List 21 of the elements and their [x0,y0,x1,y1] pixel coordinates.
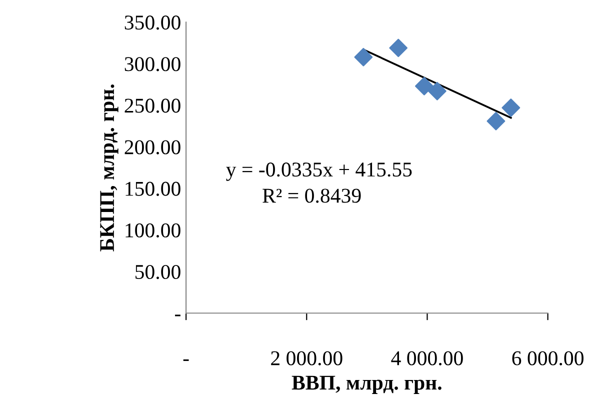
x-tick-label: 6 000.00 [512,351,584,366]
y-tick-label: - [175,314,180,316]
point [354,48,373,66]
point [486,112,506,130]
y-tick-label: 350.00 [124,16,180,30]
y-tick-label: 50.00 [136,264,180,280]
point [428,82,446,100]
y-tick-label: 100.00 [126,223,180,238]
annotation: y = -0.0335x + 415.55 [226,162,412,181]
y-tick-label: 200.00 [124,140,180,154]
y-axis-title: БКПП, млрд. грн. [100,84,118,252]
point [502,98,520,117]
point [389,38,408,58]
x-tick-label: 4 000.00 [391,351,463,366]
x-axis-title: ВВП, млрд. грн. [292,376,442,394]
y-tick-label: 300.00 [124,57,180,72]
annotation: R² = 0.8439 [262,188,361,203]
y-tick-label: 150.00 [126,182,180,196]
point [415,76,434,96]
x-tick-label: 2 000.00 [271,351,342,366]
y-tick-label: 250.00 [124,98,180,113]
